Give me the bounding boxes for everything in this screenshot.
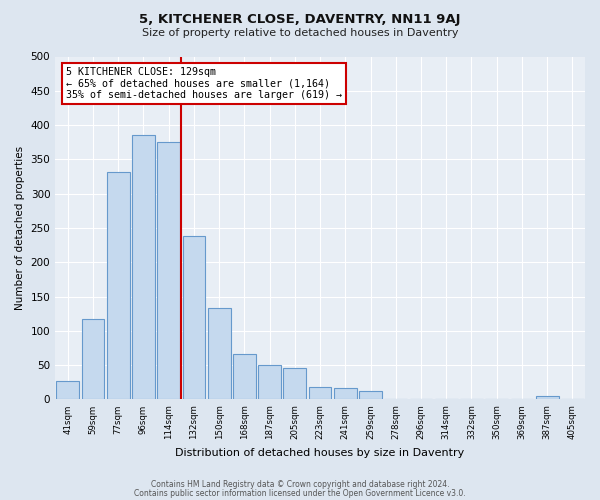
Bar	[258, 365, 281, 400]
Text: Contains public sector information licensed under the Open Government Licence v3: Contains public sector information licen…	[134, 488, 466, 498]
Text: 5, KITCHENER CLOSE, DAVENTRY, NN11 9AJ: 5, KITCHENER CLOSE, DAVENTRY, NN11 9AJ	[139, 12, 461, 26]
X-axis label: Distribution of detached houses by size in Daventry: Distribution of detached houses by size …	[175, 448, 465, 458]
Text: 5 KITCHENER CLOSE: 129sqm
← 65% of detached houses are smaller (1,164)
35% of se: 5 KITCHENER CLOSE: 129sqm ← 65% of detac…	[66, 67, 342, 100]
Bar	[82, 319, 104, 400]
Bar	[359, 390, 382, 400]
Text: Size of property relative to detached houses in Daventry: Size of property relative to detached ho…	[142, 28, 458, 38]
Text: Contains HM Land Registry data © Crown copyright and database right 2024.: Contains HM Land Registry data © Crown c…	[151, 480, 449, 489]
Bar	[132, 136, 155, 400]
Bar	[334, 388, 356, 400]
Bar	[536, 396, 559, 400]
Bar	[233, 354, 256, 400]
Bar	[309, 387, 331, 400]
Bar	[208, 308, 230, 400]
Bar	[283, 368, 306, 400]
Bar	[157, 142, 180, 400]
Bar	[107, 172, 130, 400]
Bar	[56, 381, 79, 400]
Bar	[182, 236, 205, 400]
Y-axis label: Number of detached properties: Number of detached properties	[15, 146, 25, 310]
